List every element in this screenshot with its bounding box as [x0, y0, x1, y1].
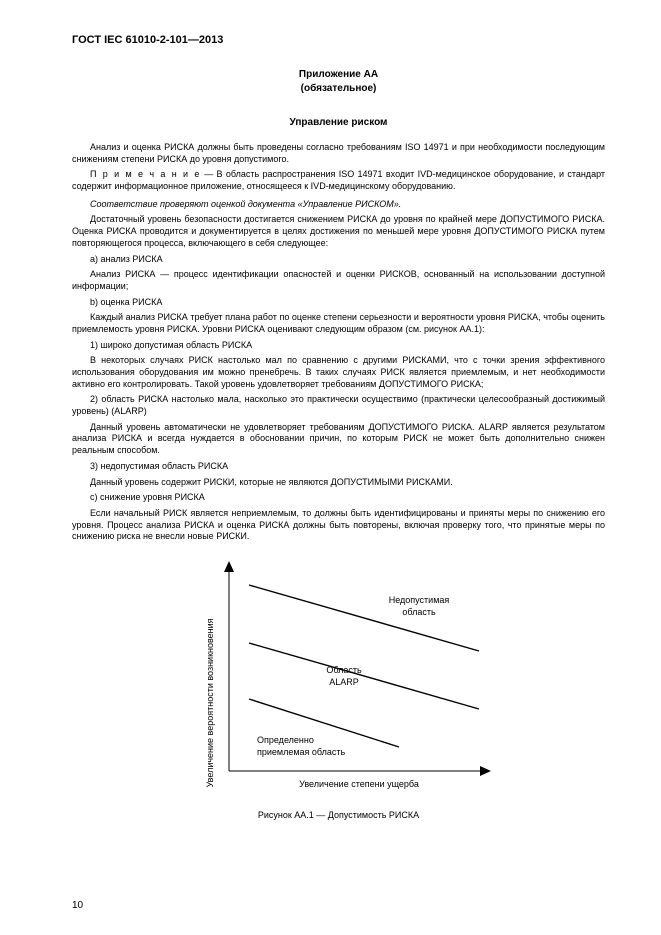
section-title: Управление риском — [72, 117, 605, 128]
item-2-label: 2) область РИСКА настолько мала, насколь… — [72, 394, 605, 417]
item-b-label: b) оценка РИСКА — [72, 297, 605, 309]
appendix-qualifier: (обязательное) — [301, 83, 377, 94]
item-b-text: Каждый анализ РИСКА требует плана работ … — [72, 312, 605, 335]
svg-text:Увеличение вероятности возникн: Увеличение вероятности возникновения — [205, 618, 215, 787]
item-2-text: Данный уровень автоматически не удовлетв… — [72, 422, 605, 457]
appendix-label: Приложение АА — [299, 69, 378, 80]
standard-code: ГОСТ IEC 61010-2-101—2013 — [72, 34, 605, 46]
item-1-text: В некоторых случаях РИСК настолько мал п… — [72, 355, 605, 390]
paragraph-p2: Достаточный уровень безопасности достига… — [72, 214, 605, 249]
item-c-label: c) снижение уровня РИСКА — [72, 492, 605, 504]
svg-text:область: область — [402, 607, 436, 617]
item-3-label: 3) недопустимая область РИСКА — [72, 461, 605, 473]
figure-aa1: Недопустимая область Область ALARP Определен… — [169, 553, 509, 804]
svg-text:Недопустимая: Недопустимая — [388, 595, 449, 605]
note-paragraph: П р и м е ч а н и е — В область распрост… — [72, 169, 605, 192]
conformity-check: Соответствие проверяют оценкой документа… — [72, 199, 605, 211]
item-a-label: a) анализ РИСКА — [72, 254, 605, 266]
svg-text:Увеличение степени ущерба: Увеличение степени ущерба — [299, 779, 419, 789]
item-1-label: 1) широко допустимая область РИСКА — [72, 340, 605, 352]
svg-text:Область: Область — [326, 665, 362, 675]
figure-container: Недопустимая область Область ALARP Определен… — [72, 553, 605, 820]
svg-text:приемлемая область: приемлемая область — [257, 747, 346, 757]
document-page: ГОСТ IEC 61010-2-101—2013 Приложение АА … — [0, 0, 661, 935]
figure-caption: Рисунок АА.1 — Допустимость РИСКА — [72, 810, 605, 820]
risk-chart-svg: Недопустимая область Область ALARP Определен… — [169, 553, 509, 799]
note-label: П р и м е ч а н и е — [90, 169, 201, 179]
svg-text:Определенно: Определенно — [257, 735, 314, 745]
item-3-text: Данный уровень содержит РИСКИ, которые н… — [72, 477, 605, 489]
item-c-text: Если начальный РИСК является неприемлемы… — [72, 508, 605, 543]
paragraph-intro: Анализ и оценка РИСКА должны быть провед… — [72, 142, 605, 165]
appendix-heading: Приложение АА (обязательное) — [72, 68, 605, 95]
svg-text:ALARP: ALARP — [329, 677, 359, 687]
item-a-text: Анализ РИСКА — процесс идентификации опа… — [72, 269, 605, 292]
page-number: 10 — [72, 900, 83, 911]
